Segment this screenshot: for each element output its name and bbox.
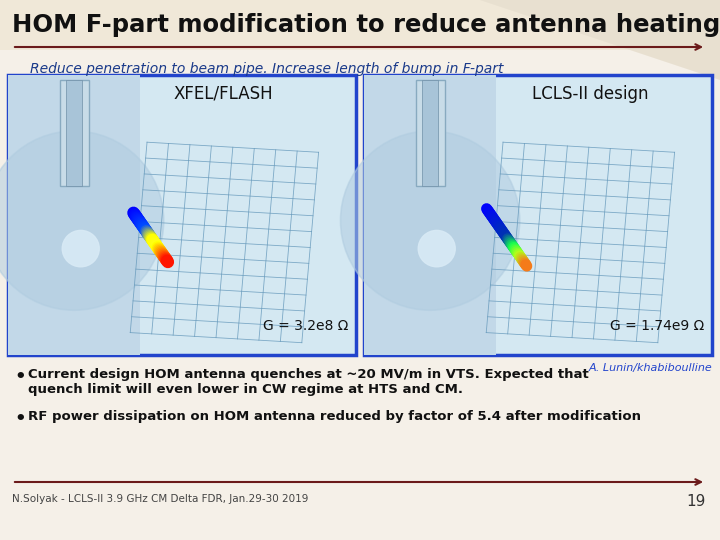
Polygon shape — [480, 0, 720, 80]
Bar — [415, 80, 445, 186]
Bar — [66, 80, 82, 186]
Text: G = 1.74e9 Ω: G = 1.74e9 Ω — [610, 319, 704, 333]
Bar — [364, 75, 496, 355]
Text: •: • — [14, 410, 26, 428]
Text: A. Lunin/khabiboulline: A. Lunin/khabiboulline — [588, 363, 712, 373]
Ellipse shape — [418, 231, 455, 267]
Ellipse shape — [62, 231, 99, 267]
Circle shape — [0, 131, 163, 310]
Bar — [422, 80, 438, 186]
Text: Reduce penetration to beam pipe. Increase length of bump in F-part: Reduce penetration to beam pipe. Increas… — [30, 62, 503, 76]
Text: N.Solyak - LCLS-II 3.9 GHz CM Delta FDR, Jan.29-30 2019: N.Solyak - LCLS-II 3.9 GHz CM Delta FDR,… — [12, 494, 308, 504]
Bar — [364, 75, 712, 355]
Text: LCLS-II design: LCLS-II design — [532, 85, 649, 103]
Text: RF power dissipation on HOM antenna reduced by factor of 5.4 after modification: RF power dissipation on HOM antenna redu… — [28, 410, 641, 423]
Text: XFEL/FLASH: XFEL/FLASH — [174, 85, 274, 103]
Circle shape — [341, 131, 520, 310]
Text: G = 3.2e8 Ω: G = 3.2e8 Ω — [263, 319, 348, 333]
Bar — [60, 80, 89, 186]
Bar — [8, 75, 140, 355]
Text: 19: 19 — [687, 494, 706, 509]
Text: •: • — [14, 368, 26, 386]
Text: HOM F-part modification to reduce antenna heating: HOM F-part modification to reduce antenn… — [12, 13, 720, 37]
Text: Current design HOM antenna quenches at ~20 MV/m in VTS. Expected that
quench lim: Current design HOM antenna quenches at ~… — [28, 368, 589, 396]
Bar — [0, 0, 720, 50]
Bar — [8, 75, 356, 355]
